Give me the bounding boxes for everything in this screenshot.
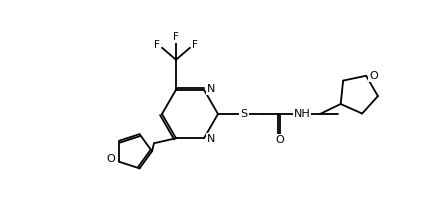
Text: N: N — [207, 84, 215, 94]
Text: O: O — [369, 71, 378, 81]
Text: F: F — [173, 32, 179, 42]
Text: N: N — [207, 134, 215, 144]
Text: O: O — [276, 135, 284, 145]
Text: NH: NH — [293, 109, 310, 119]
Text: O: O — [107, 154, 116, 164]
Text: S: S — [241, 109, 248, 119]
Text: F: F — [192, 40, 198, 50]
Text: F: F — [154, 40, 160, 50]
